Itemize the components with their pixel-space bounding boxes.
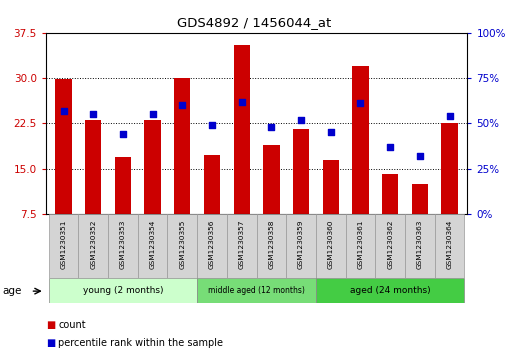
Point xyxy=(416,153,424,159)
Text: GSM1230360: GSM1230360 xyxy=(328,219,334,269)
Text: aged (24 months): aged (24 months) xyxy=(350,286,430,295)
Point xyxy=(297,117,305,123)
Bar xyxy=(441,123,458,214)
Point xyxy=(89,111,98,117)
Bar xyxy=(227,214,257,278)
Point xyxy=(148,111,156,117)
Text: GSM1230363: GSM1230363 xyxy=(417,219,423,269)
Text: GSM1230352: GSM1230352 xyxy=(90,219,96,269)
Text: GSM1230359: GSM1230359 xyxy=(298,219,304,269)
Bar xyxy=(115,157,131,214)
Point xyxy=(446,113,454,119)
Text: GSM1230353: GSM1230353 xyxy=(120,219,126,269)
Point xyxy=(119,131,127,137)
Text: GSM1230354: GSM1230354 xyxy=(150,219,155,269)
Text: GSM1230356: GSM1230356 xyxy=(209,219,215,269)
Bar xyxy=(49,278,197,303)
Text: GSM1230357: GSM1230357 xyxy=(239,219,245,269)
Text: GSM1230364: GSM1230364 xyxy=(447,219,453,269)
Bar xyxy=(108,214,138,278)
Bar xyxy=(234,45,250,214)
Bar xyxy=(197,214,227,278)
Text: GSM1230351: GSM1230351 xyxy=(60,219,67,269)
Bar xyxy=(316,278,464,303)
Bar xyxy=(49,214,78,278)
Text: GSM1230362: GSM1230362 xyxy=(387,219,393,269)
Text: age: age xyxy=(3,286,22,296)
Text: count: count xyxy=(58,320,86,330)
Bar xyxy=(168,214,197,278)
Bar xyxy=(405,214,435,278)
Bar xyxy=(55,79,72,214)
Text: ■: ■ xyxy=(46,320,55,330)
Text: GSM1230358: GSM1230358 xyxy=(268,219,274,269)
Bar xyxy=(144,121,161,214)
Bar xyxy=(85,121,102,214)
Point xyxy=(208,122,216,128)
Bar xyxy=(257,214,286,278)
Point xyxy=(327,130,335,135)
Bar xyxy=(435,214,464,278)
Text: GSM1230355: GSM1230355 xyxy=(179,219,185,269)
Point xyxy=(178,102,186,108)
Bar xyxy=(353,66,369,214)
Bar xyxy=(204,155,220,214)
Bar xyxy=(263,144,279,214)
Bar xyxy=(382,174,398,214)
Bar xyxy=(345,214,375,278)
Text: GDS4892 / 1456044_at: GDS4892 / 1456044_at xyxy=(177,16,331,29)
Bar xyxy=(411,184,428,214)
Bar xyxy=(323,160,339,214)
Bar xyxy=(174,78,190,214)
Bar xyxy=(375,214,405,278)
Bar xyxy=(293,130,309,214)
Point xyxy=(238,99,246,105)
Text: ■: ■ xyxy=(46,338,55,348)
Point xyxy=(267,124,275,130)
Bar xyxy=(286,214,316,278)
Point xyxy=(386,144,394,150)
Point xyxy=(59,108,68,114)
Text: GSM1230361: GSM1230361 xyxy=(358,219,363,269)
Point xyxy=(357,101,365,106)
Bar xyxy=(138,214,168,278)
Bar xyxy=(197,278,316,303)
Bar xyxy=(78,214,108,278)
Text: percentile rank within the sample: percentile rank within the sample xyxy=(58,338,224,348)
Text: middle aged (12 months): middle aged (12 months) xyxy=(208,286,305,295)
Text: young (2 months): young (2 months) xyxy=(83,286,163,295)
Bar xyxy=(316,214,345,278)
